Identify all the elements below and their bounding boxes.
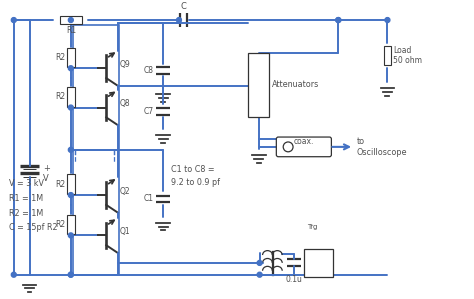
Text: R2: R2 [55, 180, 65, 189]
Bar [73, 150, 119, 275]
Text: +
V: + V [43, 164, 50, 183]
Circle shape [68, 147, 73, 152]
Text: C1: C1 [144, 194, 154, 204]
Text: Q8: Q8 [120, 99, 131, 108]
Circle shape [283, 142, 293, 152]
Text: Q1: Q1 [120, 227, 131, 236]
Circle shape [257, 260, 262, 266]
Circle shape [68, 66, 73, 71]
Text: V = 3 kV
R1 = 1M
R2 = 1M
C = 15pf R2: V = 3 kV R1 = 1M R2 = 1M C = 15pf R2 [9, 179, 57, 232]
Circle shape [336, 18, 341, 22]
Circle shape [176, 18, 182, 22]
Circle shape [68, 272, 73, 277]
Circle shape [11, 18, 16, 22]
Text: C7: C7 [143, 107, 154, 116]
Circle shape [336, 18, 341, 22]
Text: C8: C8 [144, 66, 154, 75]
Bar [73, 25, 119, 150]
Text: Trg: Trg [307, 224, 317, 230]
Text: Attenuators: Attenuators [273, 80, 319, 89]
Text: C: C [181, 2, 187, 11]
Bar [383, 46, 392, 65]
Circle shape [68, 105, 73, 110]
Circle shape [257, 272, 262, 277]
Circle shape [68, 233, 73, 238]
Text: R2: R2 [55, 220, 65, 229]
Text: coax.: coax. [294, 137, 314, 146]
Text: R2: R2 [55, 92, 65, 101]
Bar [67, 174, 75, 194]
Circle shape [68, 18, 73, 22]
Circle shape [68, 193, 73, 198]
Bar [67, 215, 75, 234]
Text: R1: R1 [66, 26, 76, 35]
FancyBboxPatch shape [276, 137, 331, 157]
Text: R2: R2 [55, 53, 65, 62]
Text: C1 to C8 =
9.2 to 0.9 pf: C1 to C8 = 9.2 to 0.9 pf [171, 165, 220, 187]
Bar [67, 87, 75, 106]
Circle shape [11, 272, 16, 277]
Text: Q9: Q9 [120, 60, 131, 69]
Bar [304, 249, 333, 277]
Text: Load
50 ohm: Load 50 ohm [393, 46, 422, 65]
Bar [60, 16, 82, 24]
Circle shape [385, 18, 390, 22]
Circle shape [68, 272, 73, 277]
Bar [67, 48, 75, 67]
Text: 0.1u: 0.1u [286, 275, 302, 284]
Text: Q2: Q2 [120, 187, 131, 196]
Text: to
Oscilloscope: to Oscilloscope [357, 137, 408, 157]
Bar [248, 54, 269, 118]
